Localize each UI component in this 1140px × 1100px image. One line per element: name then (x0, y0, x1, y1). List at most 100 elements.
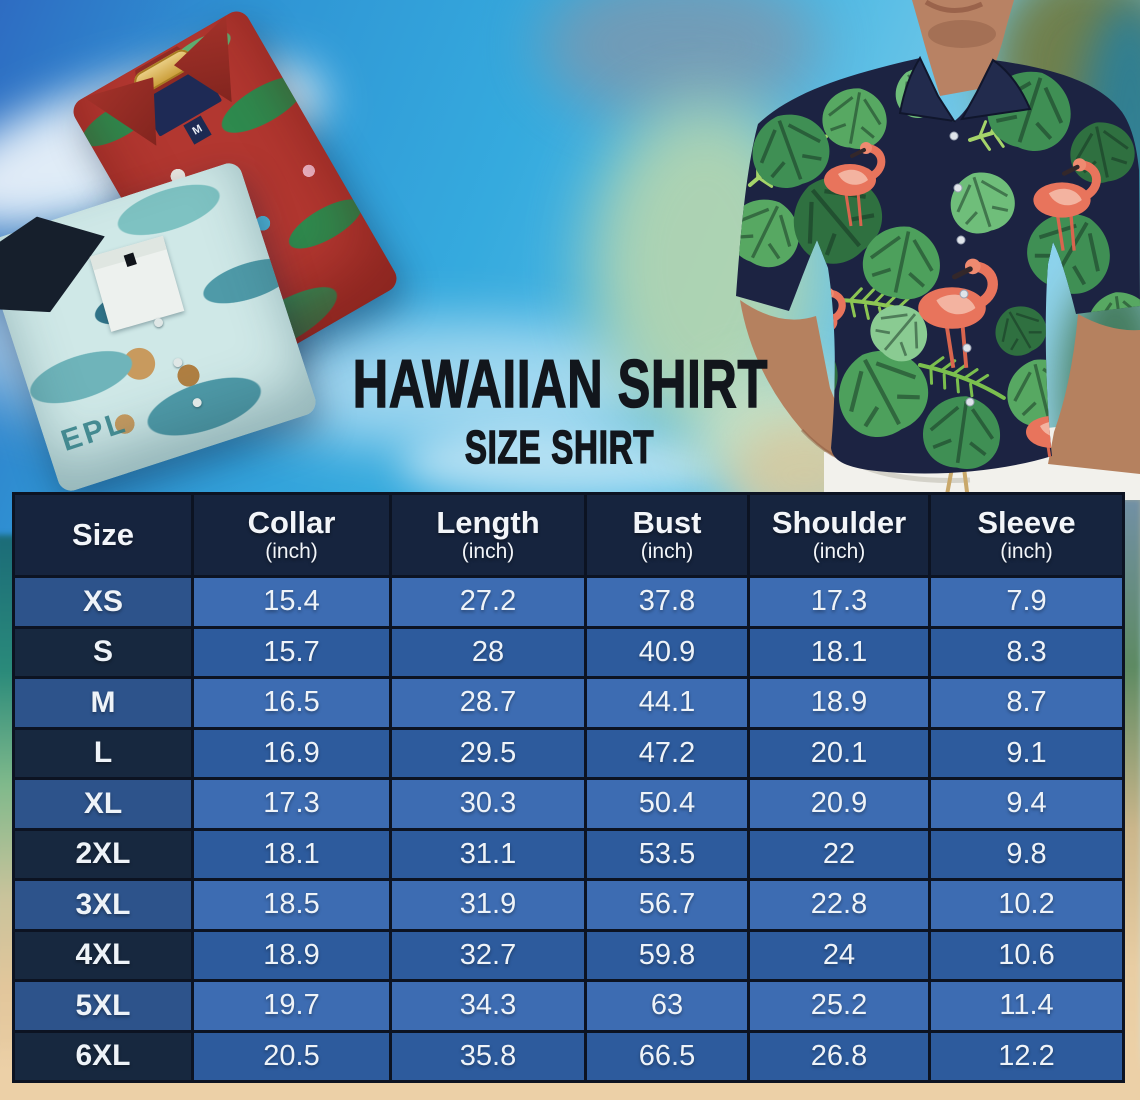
value-cell: 11.4 (931, 982, 1122, 1030)
value-cell: 12.2 (931, 1032, 1122, 1080)
value-cell: 30.3 (392, 780, 584, 828)
value-cell: 32.7 (392, 931, 584, 979)
value-cell: 22.8 (750, 881, 928, 929)
size-label-cell: 2XL (15, 830, 191, 878)
value-cell: 18.5 (194, 881, 389, 929)
column-label: Collar (247, 505, 336, 541)
size-label-cell: 3XL (15, 881, 191, 929)
value-cell: 31.1 (392, 830, 584, 878)
column-header-bust: Bust (inch) (587, 495, 747, 575)
size-label-cell: 6XL (15, 1032, 191, 1080)
value-cell: 20.9 (750, 780, 928, 828)
value-cell: 34.3 (392, 982, 584, 1030)
value-cell: 28.7 (392, 679, 584, 727)
value-cell: 66.5 (587, 1032, 747, 1080)
value-cell: 47.2 (587, 729, 747, 777)
value-cell: 8.3 (931, 628, 1122, 676)
column-label: Sleeve (977, 505, 1076, 541)
table-row-5xl: 5XL 19.7 34.3 63 25.2 11.4 (15, 982, 1122, 1030)
column-label: Bust (632, 505, 702, 541)
value-cell: 15.4 (194, 578, 389, 626)
column-header-length: Length (inch) (392, 495, 584, 575)
table-row-xs: XS 15.4 27.2 37.8 17.3 7.9 (15, 578, 1122, 626)
value-cell: 17.3 (194, 780, 389, 828)
value-cell: 37.8 (587, 578, 747, 626)
value-cell: 18.1 (194, 830, 389, 878)
value-cell: 18.1 (750, 628, 928, 676)
table-row-l: L 16.9 29.5 47.2 20.1 9.1 (15, 729, 1122, 777)
value-cell: 20.5 (194, 1032, 389, 1080)
value-cell: 16.5 (194, 679, 389, 727)
column-unit: (inch) (1000, 539, 1053, 563)
table-row-m: M 16.5 28.7 44.1 18.9 8.7 (15, 679, 1122, 727)
value-cell: 63 (587, 982, 747, 1030)
column-label: Length (436, 505, 540, 541)
size-label-cell: 5XL (15, 982, 191, 1030)
table-row-3xl: 3XL 18.5 31.9 56.7 22.8 10.2 (15, 881, 1122, 929)
value-cell: 17.3 (750, 578, 928, 626)
column-label: Size (71, 516, 135, 552)
value-cell: 50.4 (587, 780, 747, 828)
column-header-collar: Collar (inch) (194, 495, 389, 575)
page-subtitle: SIZE SHIRT (465, 421, 655, 473)
teal-shirt-chest-pocket (89, 235, 185, 332)
value-cell: 35.8 (392, 1032, 584, 1080)
value-cell: 40.9 (587, 628, 747, 676)
value-cell: 9.8 (931, 830, 1122, 878)
value-cell: 8.7 (931, 679, 1122, 727)
size-label-cell: XS (15, 578, 191, 626)
value-cell: 28 (392, 628, 584, 676)
column-unit: (inch) (812, 539, 866, 563)
column-header-shoulder: Shoulder (inch) (750, 495, 928, 575)
shirt-button (191, 396, 203, 409)
shirt-collar (898, 55, 957, 123)
table-row-s: S 15.7 28 40.9 18.1 8.3 (15, 628, 1122, 676)
column-header-sleeve: Sleeve (inch) (931, 495, 1122, 575)
blurred-background (540, 0, 820, 120)
size-table-header: Size Collar (inch) Length (inch) Bust (inch) Sh… (15, 495, 1122, 575)
shirt-collar (960, 58, 1032, 121)
title-block: HAWAIIAN SHIRT SIZE SHIRT (250, 346, 870, 473)
value-cell: 15.7 (194, 628, 389, 676)
model-wearing-flamingo-hawaiian-shirt (736, 0, 1140, 500)
value-cell: 10.6 (931, 931, 1122, 979)
size-table: Size Collar (inch) Length (inch) Bust (inch) Sh… (12, 492, 1125, 1083)
column-label: Shoulder (771, 505, 907, 541)
size-label-cell: M (15, 679, 191, 727)
value-cell: 31.9 (392, 881, 584, 929)
value-cell: 59.8 (587, 931, 747, 979)
value-cell: 9.1 (931, 729, 1122, 777)
value-cell: 7.9 (931, 578, 1122, 626)
value-cell: 10.2 (931, 881, 1122, 929)
value-cell: 29.5 (392, 729, 584, 777)
value-cell: 22 (750, 830, 928, 878)
value-cell: 18.9 (194, 931, 389, 979)
size-label-cell: S (15, 628, 191, 676)
size-label-cell: XL (15, 780, 191, 828)
table-row-2xl: 2XL 18.1 31.1 53.5 22 9.8 (15, 830, 1122, 878)
value-cell: 27.2 (392, 578, 584, 626)
teal-shirt-print-text: EPL (57, 405, 132, 458)
value-cell: 20.1 (750, 729, 928, 777)
value-cell: 53.5 (587, 830, 747, 878)
column-unit: (inch) (461, 539, 515, 563)
table-row-xl: XL 17.3 30.3 50.4 20.9 9.4 (15, 780, 1122, 828)
value-cell: 25.2 (750, 982, 928, 1030)
value-cell: 18.9 (750, 679, 928, 727)
table-row-6xl: 6XL 20.5 35.8 66.5 26.8 12.2 (15, 1032, 1122, 1080)
size-label-cell: 4XL (15, 931, 191, 979)
value-cell: 9.4 (931, 780, 1122, 828)
shirt-button (152, 316, 165, 329)
page-title: HAWAIIAN SHIRT (352, 346, 768, 422)
flamingo-shirt (736, 55, 1140, 474)
cloud (400, 430, 720, 500)
column-unit: (inch) (640, 539, 694, 563)
shirt-button (172, 356, 184, 369)
value-cell: 56.7 (587, 881, 747, 929)
value-cell: 44.1 (587, 679, 747, 727)
value-cell: 24 (750, 931, 928, 979)
value-cell: 26.8 (750, 1032, 928, 1080)
table-row-4xl: 4XL 18.9 32.7 59.8 24 10.6 (15, 931, 1122, 979)
column-header-size: Size (15, 495, 191, 575)
